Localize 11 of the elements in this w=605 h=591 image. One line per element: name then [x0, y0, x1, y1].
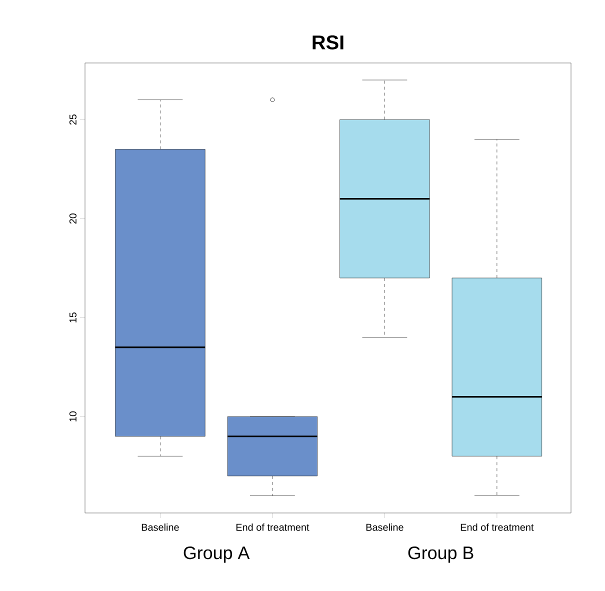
chart-title: RSI — [312, 35, 344, 50]
text: Group B — [408, 546, 474, 563]
x-tick-label: End of treatment — [236, 524, 310, 531]
text: Group A — [184, 546, 250, 563]
y-tick-label: 10 — [69, 411, 76, 422]
x-tick-label: Baseline — [142, 524, 179, 531]
x-tick-label: End of treatment — [460, 524, 534, 531]
y-tick-label: 20 — [69, 213, 76, 224]
y-tick-label: 15 — [70, 312, 76, 322]
x-tick-label: Baseline — [366, 524, 404, 531]
y-tick-label: 25 — [69, 114, 76, 125]
